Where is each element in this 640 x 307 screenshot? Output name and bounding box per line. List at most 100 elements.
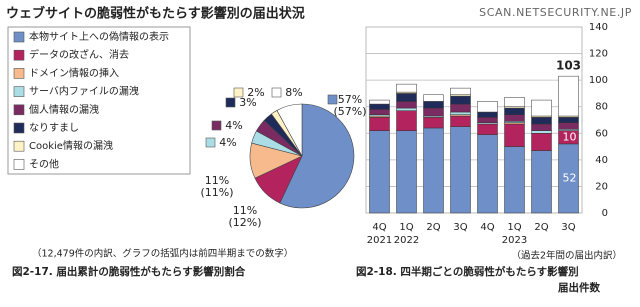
x-tick-label: 1Q [507, 222, 521, 233]
bar-segment [450, 87, 471, 96]
legend-swatch [13, 31, 25, 43]
bar-value-label: 52 [563, 171, 577, 184]
x-tick-label: 4Q [372, 222, 386, 233]
legend-label: 個人情報の漏洩 [29, 103, 99, 116]
pie-label: 11% [233, 204, 257, 217]
bar-segment [369, 109, 390, 115]
label-swatch [271, 87, 282, 98]
bar-segment [369, 99, 390, 105]
y-tick-label: 0 [602, 208, 608, 219]
bar-segment [396, 101, 417, 109]
legend-swatch [13, 122, 25, 134]
legend-label: ドメイン情報の挿入 [29, 66, 119, 79]
pie-label: 8% [285, 86, 302, 99]
label-swatch [225, 97, 236, 108]
bar-segment [558, 117, 579, 123]
legend-swatch [13, 68, 25, 79]
page-title: ウェブサイトの脆弱性がもたらす影響別の届出状況 [6, 6, 305, 22]
bar-segment [423, 94, 444, 102]
bar-segment [477, 134, 498, 214]
pie-label: 4% [225, 119, 242, 132]
legend-label: その他 [29, 157, 59, 170]
x-tick-label: 3Q [453, 222, 467, 233]
bar-segment [504, 123, 525, 147]
pie-slice [276, 103, 303, 157]
legend-swatch [13, 140, 25, 152]
bar-segment [369, 103, 390, 110]
x-year-label: 2022 [394, 235, 419, 246]
bar-segment [531, 130, 552, 134]
bar-segment [369, 117, 390, 131]
pie-slice [279, 103, 355, 209]
y-tick-label: 20 [595, 181, 608, 192]
bar-segment [504, 146, 525, 214]
bar-segment [504, 97, 525, 107]
bar-value-label: 10 [563, 130, 577, 143]
bar-segment [450, 115, 471, 127]
x-tick-label: 2Q [534, 222, 548, 233]
x-year-label: 2023 [502, 235, 527, 246]
legend-label: なりすまし [29, 122, 79, 134]
x-tick-label: 1Q [399, 222, 413, 233]
legend-label: Cookie情報の漏洩 [29, 139, 113, 152]
bar-segment [531, 123, 552, 131]
label-swatch [233, 87, 244, 98]
x-tick-label: 4Q [480, 222, 494, 233]
legend-swatch [13, 104, 25, 116]
bar-segment [396, 107, 417, 111]
pie-label: 3% [239, 96, 256, 109]
bar-segment [423, 101, 444, 109]
caption: 図2-18. 四半期ごとの脆弱性がもたらす影響別 [356, 265, 579, 278]
bar-segment [531, 99, 552, 117]
label-swatch [211, 120, 222, 131]
bar-segment [450, 95, 471, 105]
pie-label-previous: (11%) [200, 186, 233, 199]
bar-segment [477, 117, 498, 123]
bar-segment [531, 117, 552, 125]
bar-segment [477, 111, 498, 118]
bar-segment [504, 114, 525, 122]
pie-label-previous: (57%) [333, 105, 366, 118]
bar-segment [450, 111, 471, 115]
bar-segment [558, 75, 579, 117]
legend-label: データの改ざん、消去 [29, 48, 129, 61]
legend-swatch [13, 159, 25, 170]
label-swatch [327, 94, 338, 105]
bar-segment [477, 123, 498, 135]
legend-label: 本物サイト上への偽情報の表示 [29, 30, 169, 43]
bar-segment [477, 101, 498, 113]
y-tick-label: 120 [589, 49, 608, 60]
pie-label: 4% [219, 136, 236, 149]
note: （過去2年間の届出内訳） [511, 250, 622, 262]
x-year-label: 2021 [367, 235, 392, 246]
bar-segment [423, 107, 444, 117]
x-tick-label: 3Q [561, 222, 575, 233]
bar-total-label: 103 [556, 59, 581, 73]
y-tick-label: 140 [589, 22, 608, 33]
pie-label: 11% [205, 174, 229, 187]
bar-segment [396, 93, 417, 102]
bar-segment [396, 110, 417, 131]
bar-segment [423, 127, 444, 214]
pie-label: 57% [338, 93, 362, 106]
y-tick-label: 100 [589, 75, 608, 86]
bar-segment [423, 117, 444, 129]
legend-swatch [13, 86, 25, 97]
bar-segment [450, 103, 471, 113]
pie-label: 2% [247, 86, 264, 99]
note: （12,479件の内訳、グラフの括弧内は前四半期までの数字） [32, 248, 293, 260]
bar-segment [531, 150, 552, 214]
legend-box [7, 26, 191, 175]
label-swatch [205, 137, 216, 148]
bar-segment [504, 107, 525, 115]
legend-swatch [13, 49, 25, 61]
y-tick-label: 60 [595, 128, 608, 139]
bar-segment [450, 126, 471, 214]
bar-segment [369, 130, 390, 214]
y-tick-label: 40 [595, 155, 608, 166]
bar-segment [396, 83, 417, 93]
legend-label: サーバ内ファイルの漏洩 [29, 85, 139, 98]
watermark: SCAN.NETSECURITY.NE.JP [479, 6, 632, 19]
bar-segment [396, 130, 417, 214]
